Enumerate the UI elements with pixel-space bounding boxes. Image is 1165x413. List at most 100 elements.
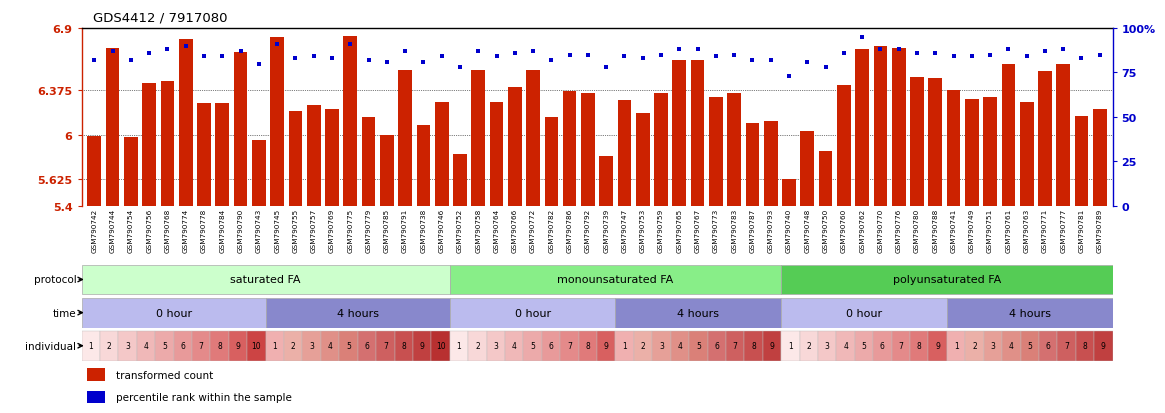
Bar: [617, 101, 631, 206]
Bar: [142, 83, 156, 206]
FancyBboxPatch shape: [707, 331, 726, 361]
Text: 4: 4: [143, 342, 148, 350]
Point: [377, 59, 396, 66]
Point: [798, 59, 817, 66]
Point: [834, 50, 853, 57]
Bar: [417, 126, 430, 206]
FancyBboxPatch shape: [818, 331, 836, 361]
FancyBboxPatch shape: [266, 298, 450, 328]
Text: 9: 9: [603, 342, 608, 350]
Text: 3: 3: [309, 342, 315, 350]
Point: [304, 54, 323, 61]
Text: 2: 2: [475, 342, 480, 350]
Text: 3: 3: [659, 342, 664, 350]
Point: [944, 54, 962, 61]
Point: [615, 54, 634, 61]
Bar: [216, 104, 230, 206]
Text: GDS4412 / 7917080: GDS4412 / 7917080: [93, 12, 227, 25]
Point: [762, 57, 781, 64]
Text: 9: 9: [935, 342, 940, 350]
Bar: [234, 52, 247, 206]
FancyBboxPatch shape: [744, 331, 763, 361]
Bar: [855, 50, 869, 206]
Text: 1: 1: [273, 342, 277, 350]
Point: [213, 54, 232, 61]
Text: 4: 4: [843, 342, 848, 350]
Text: 6: 6: [1046, 342, 1051, 350]
Bar: [1002, 64, 1015, 206]
Text: individual: individual: [26, 341, 77, 351]
FancyBboxPatch shape: [266, 331, 284, 361]
Text: 8: 8: [402, 342, 407, 350]
FancyBboxPatch shape: [376, 331, 395, 361]
FancyBboxPatch shape: [100, 331, 119, 361]
FancyBboxPatch shape: [82, 265, 450, 295]
Text: 0 hour: 0 hour: [846, 308, 882, 318]
Text: 1: 1: [457, 342, 461, 350]
Point: [962, 54, 981, 61]
Text: percentile rank within the sample: percentile rank within the sample: [115, 392, 291, 402]
Bar: [87, 137, 101, 206]
Text: 10: 10: [436, 342, 445, 350]
Text: 8: 8: [1082, 342, 1087, 350]
Bar: [86, 391, 105, 403]
Point: [560, 52, 579, 59]
FancyBboxPatch shape: [560, 331, 579, 361]
Bar: [472, 70, 485, 206]
Text: 5: 5: [162, 342, 167, 350]
Point: [524, 49, 543, 55]
Text: 7: 7: [567, 342, 572, 350]
Bar: [398, 70, 412, 206]
Text: saturated FA: saturated FA: [231, 275, 301, 285]
Bar: [527, 70, 539, 206]
Text: 2: 2: [291, 342, 296, 350]
FancyBboxPatch shape: [192, 331, 211, 361]
FancyBboxPatch shape: [450, 298, 615, 328]
Text: 7: 7: [733, 342, 737, 350]
Bar: [836, 86, 850, 206]
Text: 4: 4: [678, 342, 683, 350]
Point: [981, 52, 1000, 59]
Bar: [270, 38, 284, 206]
Bar: [1019, 102, 1033, 206]
FancyBboxPatch shape: [119, 331, 136, 361]
Text: 4: 4: [1009, 342, 1014, 350]
Point: [487, 54, 506, 61]
FancyBboxPatch shape: [929, 331, 947, 361]
Point: [689, 47, 707, 54]
Bar: [380, 135, 394, 206]
Bar: [819, 152, 833, 206]
Point: [651, 52, 670, 59]
FancyBboxPatch shape: [174, 331, 192, 361]
Point: [341, 42, 360, 48]
Bar: [1038, 71, 1052, 206]
Point: [176, 43, 195, 50]
Bar: [581, 94, 595, 206]
Point: [1036, 49, 1054, 55]
Text: protocol: protocol: [34, 275, 77, 285]
Bar: [1093, 109, 1107, 206]
Point: [140, 50, 158, 57]
Point: [469, 49, 488, 55]
FancyBboxPatch shape: [763, 331, 782, 361]
FancyBboxPatch shape: [395, 331, 412, 361]
Text: 6: 6: [181, 342, 185, 350]
Bar: [361, 118, 375, 206]
Point: [779, 74, 798, 80]
Point: [817, 65, 835, 71]
FancyBboxPatch shape: [874, 331, 891, 361]
Point: [926, 50, 945, 57]
Bar: [325, 109, 339, 206]
Text: 9: 9: [419, 342, 424, 350]
FancyBboxPatch shape: [1075, 331, 1094, 361]
Text: 2: 2: [641, 342, 645, 350]
FancyBboxPatch shape: [450, 265, 782, 295]
Text: 8: 8: [751, 342, 756, 350]
FancyBboxPatch shape: [228, 331, 247, 361]
FancyBboxPatch shape: [615, 331, 634, 361]
Text: 1: 1: [622, 342, 627, 350]
Text: 5: 5: [530, 342, 535, 350]
Bar: [746, 123, 760, 206]
Bar: [252, 140, 266, 206]
FancyBboxPatch shape: [1058, 331, 1075, 361]
